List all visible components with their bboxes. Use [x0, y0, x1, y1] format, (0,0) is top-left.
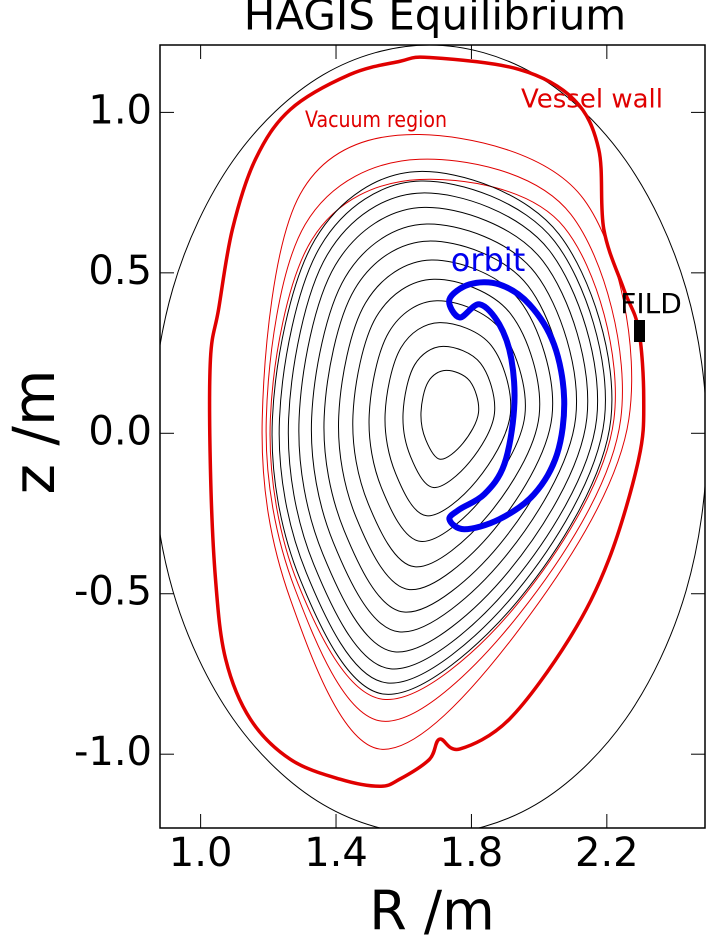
- y-axis-label: z /m: [0, 370, 68, 495]
- y-tick-label: 0.0: [88, 408, 152, 454]
- contour-line: [368, 300, 526, 542]
- contour-line: [265, 158, 623, 722]
- x-tick-label: 1.8: [440, 830, 504, 876]
- contour-line: [420, 369, 480, 460]
- annotation: FILD: [620, 287, 682, 320]
- annotation: orbit: [451, 241, 525, 279]
- contour-line: [261, 134, 633, 750]
- plot-area: [160, 45, 705, 828]
- y-tick-label: -0.5: [74, 569, 152, 615]
- y-tick-label: 0.5: [88, 248, 152, 294]
- contour-line: [384, 322, 512, 517]
- contour-line: [402, 345, 496, 489]
- contour-line: [207, 55, 646, 789]
- contour-line: [352, 278, 541, 568]
- contour-line: [323, 240, 566, 613]
- contour-line: [298, 206, 589, 653]
- plot-frame: [159, 44, 706, 829]
- x-tick-label: 2.2: [575, 830, 639, 876]
- y-tick-label: 1.0: [88, 87, 152, 133]
- contour-line: [310, 223, 577, 633]
- contour-line: [446, 279, 568, 533]
- annotation: Vacuum region: [305, 108, 447, 133]
- contour-line: [160, 45, 705, 828]
- contour-line: [278, 180, 606, 684]
- annotation: Vessel wall: [521, 85, 663, 115]
- contour-line: [338, 259, 554, 591]
- x-axis-label: R /m: [369, 880, 494, 943]
- y-tick-label: -1.0: [74, 729, 152, 775]
- fild-marker: [634, 320, 645, 342]
- chart-title: HAGIS Equilibrium: [244, 0, 626, 40]
- contour-line: [287, 192, 599, 670]
- contour-line: [271, 170, 613, 695]
- x-tick-label: 1.0: [169, 830, 233, 876]
- x-tick-label: 1.4: [304, 830, 368, 876]
- contour-line: [269, 178, 616, 700]
